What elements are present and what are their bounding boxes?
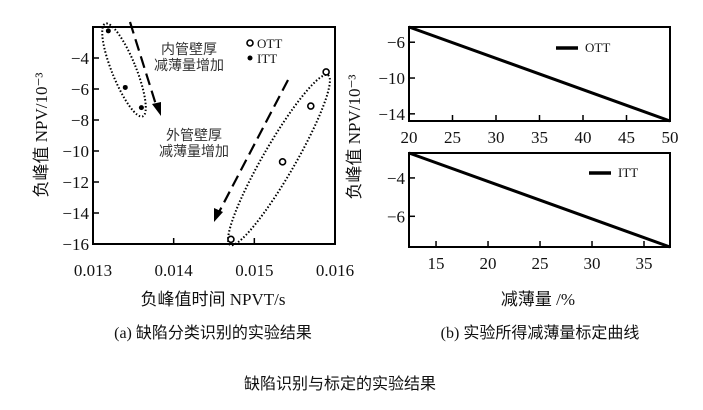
y-tick-label: −4 [387, 169, 406, 188]
legend-label: ITT [618, 165, 638, 180]
ott-data-point [306, 102, 315, 110]
panel-b-top: 20 25 30 35 40 45 50 −6 −10 −14 OTT [378, 25, 679, 147]
y-tick-label: −6 [387, 207, 405, 226]
annotation-text: 减薄量增加 [159, 144, 229, 160]
panel-b-ylabel: 负峰值 NPV/10⁻³ [345, 74, 364, 199]
itt-data-point [122, 84, 128, 90]
x-tick-label: 0.014 [155, 261, 194, 280]
panel-a-ylabel: 负峰值 NPV/10⁻³ [32, 72, 51, 197]
itt-calibration-line [408, 151, 671, 249]
y-tick-label: −16 [62, 235, 89, 254]
x-tick-label: 0.016 [316, 261, 354, 280]
legend-itt-marker [247, 55, 253, 61]
x-tick-label: 45 [618, 128, 635, 147]
annotation-text: 外管壁厚 [166, 128, 222, 144]
x-tick-label: 20 [480, 254, 497, 273]
ott-data-point [278, 158, 287, 166]
panel-a-xlabel: 负峰值时间 NPVT/s [141, 290, 286, 309]
y-tick-label: −10 [62, 142, 89, 161]
figure-title: 缺陷识别与标定的实验结果 [244, 375, 436, 393]
plot-frame [92, 26, 336, 245]
legend-itt-label: ITT [257, 51, 277, 66]
itt-trend-arrow-line [128, 21, 159, 109]
legend-label: OTT [585, 40, 610, 55]
y-tick-label: −4 [71, 49, 90, 68]
ott-cluster-ellipse [227, 73, 331, 247]
y-tick-label: −6 [387, 33, 405, 52]
y-tick-label: −8 [71, 111, 89, 130]
legend-ott-marker [246, 39, 254, 47]
y-tick-label: −6 [71, 80, 89, 99]
x-tick-label: 20 [401, 128, 418, 147]
ott-trend-arrow-line [217, 79, 289, 215]
itt-data-point [138, 105, 144, 111]
x-tick-label: 0.013 [74, 261, 112, 280]
x-tick-label: 50 [662, 128, 679, 147]
ott-data-point [322, 68, 330, 76]
panel-b-xlabel: 减薄量 /% [501, 290, 575, 309]
x-tick-label: 15 [428, 254, 445, 273]
x-tick-label: 40 [575, 128, 592, 147]
x-tick-label: 25 [532, 254, 549, 273]
itt-cluster-ellipse [101, 22, 147, 118]
panel-a-caption: (a) 缺陷分类识别的实验结果 [114, 324, 312, 342]
ott-data-point [227, 235, 235, 244]
annotation-text: 减薄量增加 [154, 58, 224, 74]
x-tick-label: 0.015 [235, 261, 273, 280]
legend-ott-label: OTT [257, 36, 282, 51]
x-tick-label: 30 [584, 254, 601, 273]
itt-trend-arrowhead [152, 102, 161, 116]
ott-calibration-line [408, 25, 671, 123]
y-tick-label: −10 [378, 69, 405, 88]
y-tick-label: −14 [378, 105, 405, 124]
annotation-text: 内管壁厚 [161, 42, 217, 58]
itt-data-point [105, 28, 111, 34]
panel-b-caption: (b) 实验所得减薄量标定曲线 [441, 324, 640, 342]
panel-a: 0.013 0.014 0.015 0.016 −4 −6 −8 −10 −12 −14 −16 OT… [62, 21, 354, 280]
x-tick-label: 30 [488, 128, 505, 147]
x-tick-label: 35 [636, 254, 653, 273]
y-tick-label: −14 [62, 204, 89, 223]
ott-trend-arrowhead [214, 208, 223, 222]
panel-b-bottom: 15 20 25 30 35 −4 −6 ITT [387, 151, 671, 273]
x-tick-label: 25 [444, 128, 461, 147]
y-tick-label: −12 [62, 173, 89, 192]
x-tick-label: 35 [531, 128, 548, 147]
